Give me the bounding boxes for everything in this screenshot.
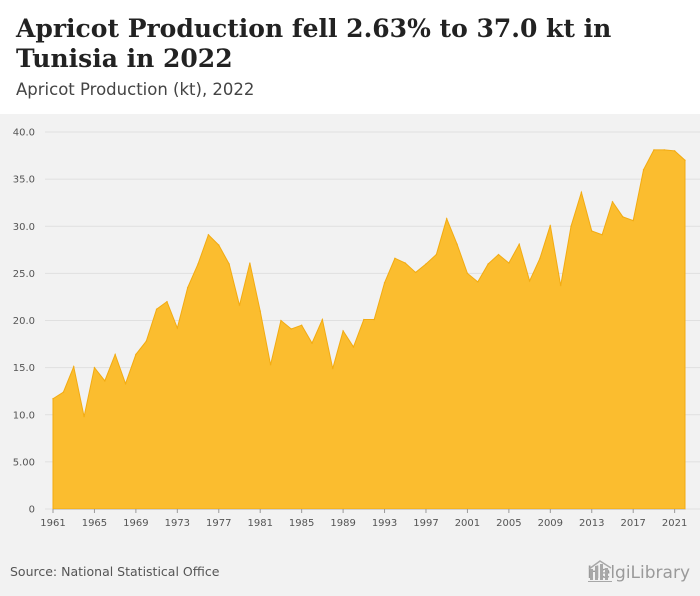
data-point <box>186 286 189 289</box>
y-tick-label: 20.0 <box>13 316 35 327</box>
data-point <box>570 225 572 228</box>
data-point <box>580 191 583 194</box>
x-tick-label: 1981 <box>247 518 272 529</box>
x-tick-label: 2013 <box>579 518 604 529</box>
data-point <box>476 281 479 283</box>
logo-text: HelgiLibrary <box>587 563 690 583</box>
data-point <box>72 365 75 368</box>
data-point <box>269 363 272 366</box>
data-point <box>653 149 655 151</box>
data-point <box>622 216 624 218</box>
data-point <box>373 318 375 321</box>
data-point <box>114 353 116 356</box>
data-point <box>466 272 469 275</box>
data-point <box>290 328 293 330</box>
data-point <box>135 353 137 356</box>
chart-header: Apricot Production fell 2.63% to 37.0 kt… <box>0 0 700 114</box>
data-point <box>228 263 230 265</box>
y-tick-label: 25.0 <box>13 269 35 280</box>
x-tick-label: 1989 <box>330 518 355 529</box>
data-point <box>414 271 417 274</box>
data-point <box>197 263 199 265</box>
data-point <box>176 327 179 329</box>
x-tick-label: 2021 <box>662 518 687 529</box>
data-point <box>528 280 531 282</box>
data-point <box>83 415 85 418</box>
data-point <box>238 304 241 307</box>
data-point <box>487 263 489 265</box>
data-point <box>155 308 158 310</box>
x-tick-label: 1961 <box>40 518 65 529</box>
y-tick-label: 40.0 <box>13 128 35 139</box>
data-point <box>363 318 365 321</box>
x-tick-label: 1973 <box>165 518 190 529</box>
data-point <box>435 253 438 256</box>
data-point <box>518 243 521 245</box>
x-tick-label: 2005 <box>496 518 521 529</box>
data-point <box>394 257 396 260</box>
x-tick-label: 2001 <box>455 518 480 529</box>
y-tick-label: 35.0 <box>13 175 35 186</box>
x-tick-label: 1969 <box>123 518 148 529</box>
data-point <box>52 397 54 400</box>
data-point <box>456 243 458 245</box>
data-point <box>166 300 168 303</box>
data-point <box>300 324 303 327</box>
data-point <box>331 367 334 370</box>
data-point <box>549 224 552 227</box>
x-tick-label: 1985 <box>289 518 314 529</box>
library-building-icon <box>588 560 613 582</box>
x-tick-label: 1997 <box>413 518 438 529</box>
x-tick-label: 1977 <box>206 518 231 529</box>
data-point <box>207 233 210 236</box>
data-point <box>280 319 282 322</box>
data-point <box>311 342 313 344</box>
data-point <box>497 253 500 256</box>
data-point <box>445 217 448 220</box>
plot-area: 0 5.00 10.0 15.0 20.0 25.0 30.0 35.0 40.0 1961 196… <box>0 114 700 555</box>
data-point <box>93 366 96 369</box>
data-point <box>673 150 676 152</box>
data-point <box>663 149 666 151</box>
source-note: Source: National Statistical Office <box>10 564 220 579</box>
data-point <box>249 262 251 264</box>
footer: Source: National Statistical Office Helg… <box>0 555 700 596</box>
data-point <box>590 230 593 232</box>
data-point <box>425 263 427 265</box>
data-point <box>342 330 344 332</box>
data-point <box>352 346 355 348</box>
data-point <box>145 340 148 343</box>
chart-title: Apricot Production fell 2.63% to 37.0 kt… <box>16 14 612 73</box>
data-point <box>611 200 614 203</box>
x-tick-label: 2017 <box>620 518 645 529</box>
x-tick-label: 1993 <box>372 518 397 529</box>
x-tick-label: 1965 <box>82 518 107 529</box>
data-point <box>259 310 262 312</box>
area-chart: 0 5.00 10.0 15.0 20.0 25.0 30.0 35.0 40.0 1961 196… <box>13 128 700 529</box>
data-point <box>104 380 106 382</box>
y-tick-label: 0 <box>29 505 35 516</box>
y-tick-label: 15.0 <box>13 363 35 374</box>
data-point <box>601 233 603 236</box>
data-point <box>217 244 220 246</box>
data-point <box>62 391 65 393</box>
data-point <box>321 318 324 321</box>
data-point <box>632 219 634 222</box>
x-tick-label: 2009 <box>538 518 563 529</box>
data-point <box>539 257 541 260</box>
chart-subtitle: Apricot Production (kt), 2022 <box>16 80 255 99</box>
data-point <box>642 168 645 171</box>
data-point <box>508 262 510 264</box>
data-point <box>559 284 562 287</box>
y-tick-label: 5.00 <box>13 457 35 468</box>
y-tick-label: 30.0 <box>13 222 35 233</box>
data-point <box>124 382 127 385</box>
data-point <box>404 262 407 264</box>
data-point <box>684 159 686 162</box>
area-series <box>52 149 686 510</box>
data-point <box>383 282 386 284</box>
y-tick-label: 10.0 <box>13 410 35 421</box>
helgi-library-logo: HelgiLibrary <box>587 560 690 586</box>
